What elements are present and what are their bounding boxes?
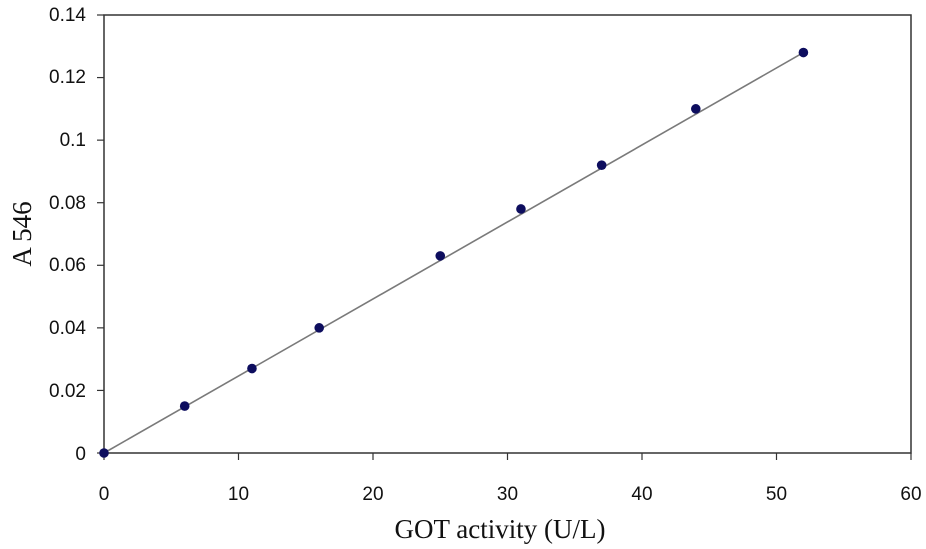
plot-area bbox=[97, 14, 912, 460]
plot-frame bbox=[103, 14, 912, 454]
data-point bbox=[314, 323, 325, 333]
y-tick-label: 0.06 bbox=[49, 255, 86, 276]
data-point bbox=[798, 47, 809, 58]
data-point bbox=[247, 363, 257, 374]
x-tick-label: 50 bbox=[766, 484, 787, 505]
data-point bbox=[691, 104, 701, 114]
y-tick-label: 0.1 bbox=[60, 130, 86, 151]
trendline bbox=[103, 51, 804, 454]
y-tick-label: 0.08 bbox=[49, 193, 86, 214]
x-tick-label: 40 bbox=[631, 484, 652, 505]
data-point bbox=[516, 204, 526, 214]
data-point bbox=[596, 160, 607, 170]
y-tick-labels: 0 0.02 0.04 0.06 0.08 0.1 0.12 0.14 bbox=[49, 5, 86, 465]
x-tick-label: 30 bbox=[497, 484, 518, 505]
y-axis-title: A 546 bbox=[7, 201, 37, 266]
data-point bbox=[435, 251, 446, 261]
x-tick-labels: 0 10 20 30 40 50 60 bbox=[99, 484, 922, 505]
x-tick-label: 60 bbox=[900, 484, 921, 505]
y-tick-label: 0.14 bbox=[49, 5, 86, 26]
data-point bbox=[99, 448, 109, 458]
y-tick-label: 0.04 bbox=[49, 318, 86, 339]
x-tick-label: 20 bbox=[362, 484, 383, 505]
data-point bbox=[179, 401, 190, 411]
y-tick-label: 0 bbox=[75, 444, 86, 465]
x-tick-label: 0 bbox=[99, 484, 110, 505]
x-axis-title: GOT activity (U/L) bbox=[395, 514, 606, 544]
x-tick-label: 10 bbox=[228, 484, 249, 505]
y-tick-label: 0.12 bbox=[49, 67, 86, 88]
y-tick-label: 0.02 bbox=[49, 381, 86, 402]
